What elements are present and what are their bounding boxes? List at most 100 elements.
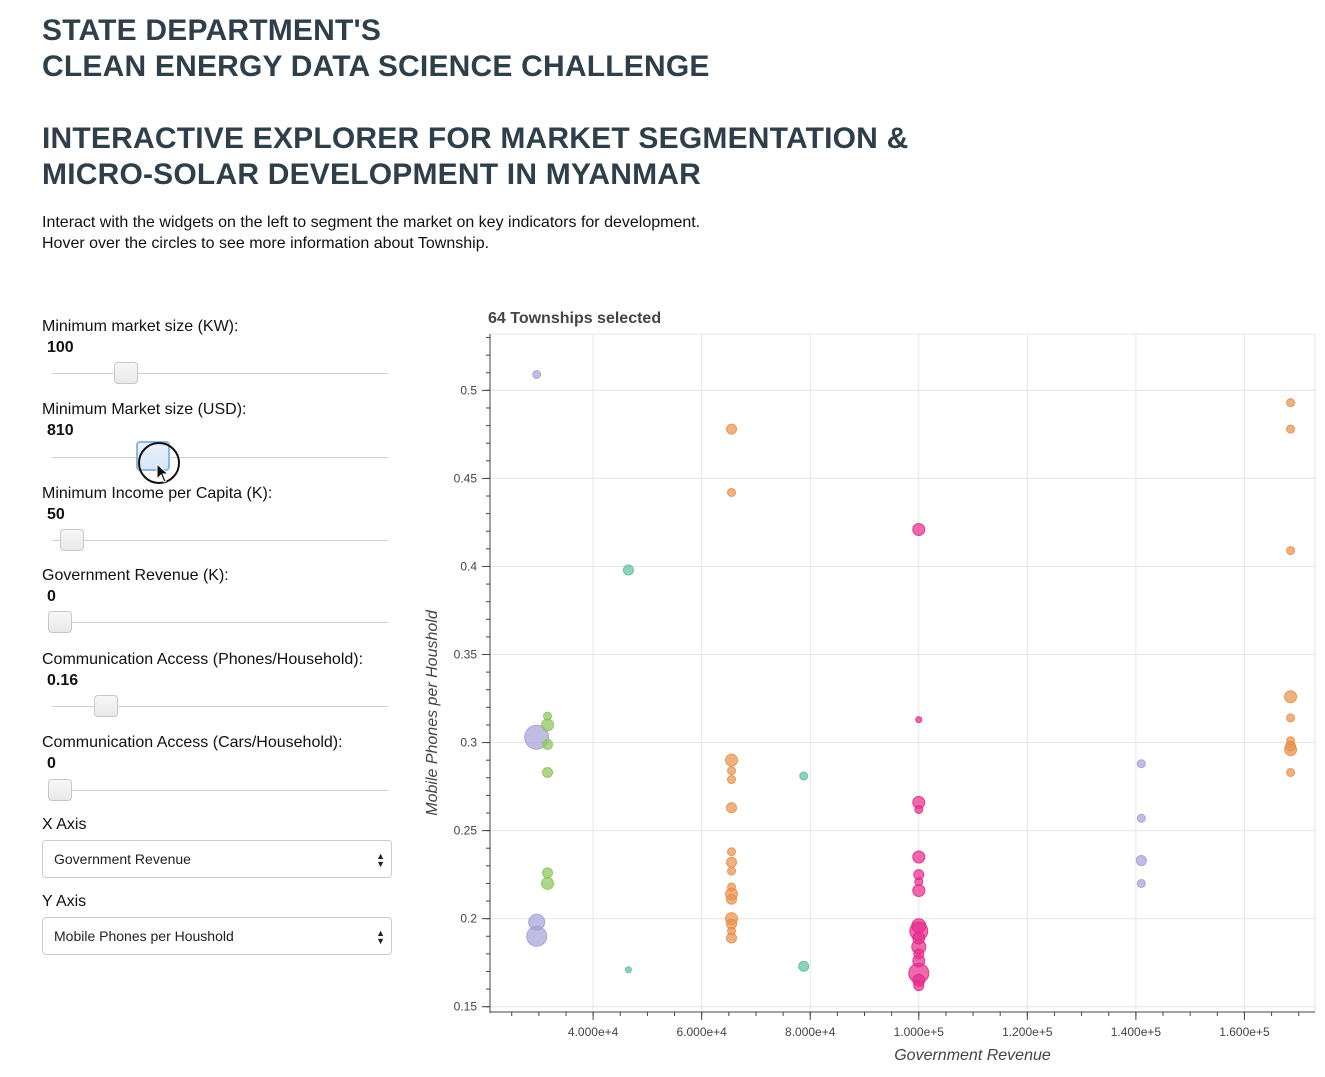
slider-value: 0.16 xyxy=(47,672,79,689)
data-point xyxy=(914,804,924,814)
slider-government-revenue: Government Revenue (K): 0 xyxy=(42,566,392,636)
y-tick-label: 0.4 xyxy=(460,559,477,573)
slider-track[interactable] xyxy=(52,457,388,458)
slider-track[interactable] xyxy=(52,706,388,707)
y-tick-label: 0.35 xyxy=(454,648,478,662)
slider-value: 0 xyxy=(47,588,56,605)
slider-label: Communication Access (Phones/Household): xyxy=(42,651,364,668)
slider-track[interactable] xyxy=(52,540,388,541)
data-point xyxy=(726,893,738,905)
slider-phones-per-household: Communication Access (Phones/Household):… xyxy=(42,650,392,720)
slider-income-per-capita: Minimum Income per Capita (K): 50 xyxy=(42,484,392,554)
slider-track[interactable] xyxy=(52,373,388,374)
data-point xyxy=(725,753,739,767)
data-point xyxy=(542,738,554,750)
x-tick-label: 1.000e+5 xyxy=(894,1025,945,1039)
x-tick-label: 8.000e+4 xyxy=(785,1025,836,1039)
slider-handle[interactable] xyxy=(48,779,72,801)
data-point xyxy=(1286,713,1296,723)
slider-cars-per-household: Communication Access (Cars/Household): 0 xyxy=(42,733,392,803)
intro-text: Interact with the widgets on the left to… xyxy=(42,212,700,254)
x-axis-select[interactable]: Government Revenue ▲ ▼ xyxy=(42,840,392,878)
data-point xyxy=(726,856,738,868)
data-point xyxy=(542,766,554,778)
y-axis-select[interactable]: Mobile Phones per Houshold ▲ ▼ xyxy=(42,917,392,955)
data-point xyxy=(1284,690,1298,704)
slider-handle[interactable] xyxy=(48,611,72,633)
title-line-1: STATE DEPARTMENT'S xyxy=(42,14,382,47)
data-point xyxy=(532,370,542,380)
slider-value: 50 xyxy=(47,506,65,523)
select-arrows-icon: ▲ ▼ xyxy=(376,928,385,946)
x-axis-title: Government Revenue xyxy=(894,1047,1051,1064)
x-tick-label: 1.200e+5 xyxy=(1002,1025,1053,1039)
slider-handle[interactable] xyxy=(93,695,118,717)
slider-track[interactable] xyxy=(52,790,388,791)
data-point xyxy=(726,802,738,814)
slider-value: 0 xyxy=(47,755,56,772)
data-point xyxy=(912,883,926,897)
plot-title: 64 Townships selected xyxy=(488,310,662,327)
data-point xyxy=(912,850,926,864)
data-point xyxy=(1136,878,1146,888)
y-axis-select-value: Mobile Phones per Houshold xyxy=(54,928,234,944)
mouse-pointer-icon xyxy=(156,463,170,483)
data-point xyxy=(541,876,555,890)
data-point xyxy=(727,487,737,497)
y-tick-label: 0.45 xyxy=(454,471,478,485)
x-tick-label: 1.600e+5 xyxy=(1219,1025,1270,1039)
scatter-plot[interactable]: 4.000e+4 6.000e+4 8.000e+4 1.000e+5 1.200e+5… xyxy=(420,330,1320,1070)
subtitle-line-1: INTERACTIVE EXPLORER FOR MARKET SEGMENTA… xyxy=(42,122,909,155)
data-point xyxy=(727,847,737,857)
y-tick-label: 0.2 xyxy=(460,912,477,926)
slider-value: 810 xyxy=(47,422,74,439)
data-point xyxy=(915,716,923,724)
data-point xyxy=(1286,767,1296,777)
title-line-2: CLEAN ENERGY DATA SCIENCE CHALLENGE xyxy=(42,50,710,83)
y-tick-label: 0.5 xyxy=(460,383,477,397)
y-tick-label: 0.15 xyxy=(454,1000,478,1014)
slider-label: Minimum Market size (USD): xyxy=(42,401,247,418)
data-point xyxy=(541,718,555,732)
x-tick-label: 1.400e+5 xyxy=(1111,1025,1162,1039)
x-axis-label: X Axis xyxy=(42,816,87,833)
data-point xyxy=(1286,424,1296,434)
slider-handle[interactable] xyxy=(113,362,138,384)
data-point xyxy=(799,771,809,781)
data-point xyxy=(526,925,548,947)
y-tick-label: 0.3 xyxy=(460,736,477,750)
intro-line-2: Hover over the circles to see more infor… xyxy=(42,235,490,252)
slider-label: Communication Access (Cars/Household): xyxy=(42,734,343,751)
data-point xyxy=(726,423,738,435)
slider-market-size-usd: Minimum Market size (USD): 810 xyxy=(42,400,392,471)
data-point xyxy=(913,980,925,992)
data-point xyxy=(727,775,737,785)
y-axis-title: Mobile Phones per Houshold xyxy=(424,609,441,816)
data-point xyxy=(727,766,737,776)
slider-track[interactable] xyxy=(52,622,388,623)
y-tick-label: 0.25 xyxy=(454,824,478,838)
page-title: STATE DEPARTMENT'S CLEAN ENERGY DATA SCI… xyxy=(42,13,710,85)
slider-market-size-kw: Minimum market size (KW): 100 xyxy=(42,317,392,387)
data-point xyxy=(1136,813,1146,823)
slider-label: Minimum Income per Capita (K): xyxy=(42,485,273,502)
data-point xyxy=(624,966,632,974)
intro-line-1: Interact with the widgets on the left to… xyxy=(42,214,701,231)
data-point xyxy=(542,867,554,879)
slider-handle[interactable] xyxy=(60,529,85,551)
data-point xyxy=(727,866,737,876)
slider-label: Minimum market size (KW): xyxy=(42,318,239,335)
subtitle-line-2: MICRO-SOLAR DEVELOPMENT IN MYANMAR xyxy=(42,158,702,191)
page-subtitle: INTERACTIVE EXPLORER FOR MARKET SEGMENTA… xyxy=(42,121,908,193)
x-tick-label: 6.000e+4 xyxy=(676,1025,727,1039)
data-point xyxy=(622,564,634,576)
slider-value: 100 xyxy=(47,339,74,356)
data-point xyxy=(1286,546,1296,556)
slider-label: Government Revenue (K): xyxy=(42,567,229,584)
data-point xyxy=(1135,855,1147,867)
x-tick-label: 4.000e+4 xyxy=(568,1025,619,1039)
select-arrows-icon: ▲ ▼ xyxy=(376,851,385,869)
data-point xyxy=(912,522,926,536)
x-axis-select-value: Government Revenue xyxy=(54,851,191,867)
data-point xyxy=(798,960,810,972)
